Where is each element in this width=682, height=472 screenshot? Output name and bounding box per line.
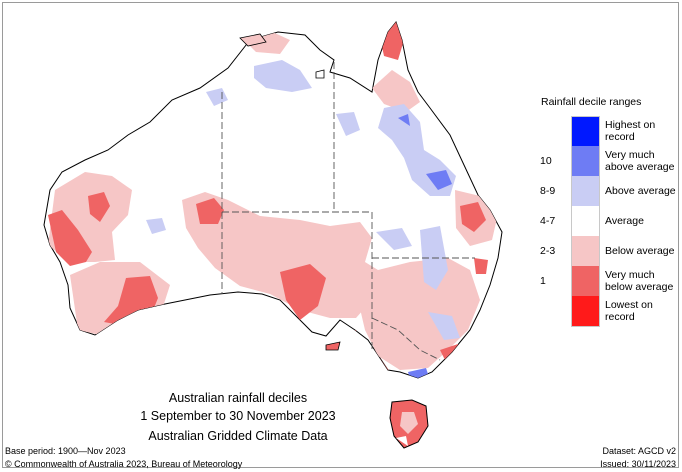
melville-island	[239, 33, 267, 47]
copyright: © Commonwealth of Australia 2023, Bureau…	[5, 459, 243, 469]
legend-title: Rainfall decile ranges	[541, 96, 642, 108]
legend-label: Average	[605, 215, 644, 227]
base-period: Base period: 1900—Nov 2023	[5, 446, 126, 456]
legend-label: Very much above average	[605, 149, 675, 173]
caption-line-2: 1 September to 30 November 2023	[140, 409, 336, 423]
legend-code: 8-9	[540, 185, 556, 197]
legend-swatch	[571, 236, 600, 267]
legend-swatch	[571, 296, 600, 327]
legend-swatch	[571, 146, 600, 177]
issued-date: Issued: 30/11/2023	[600, 459, 676, 469]
caption-line-1: Australian rainfall deciles	[168, 391, 308, 405]
legend-label: Highest on record	[605, 119, 656, 143]
legend-swatch	[571, 266, 600, 297]
legend-code: 1	[540, 275, 546, 287]
legend-label: Above average	[605, 185, 676, 197]
caption-line-3: Australian Gridded Climate Data	[148, 429, 328, 443]
dataset: Dataset: AGCD v2	[602, 446, 676, 456]
legend-label: Very much below average	[605, 269, 674, 293]
legend-swatch	[571, 206, 600, 237]
legend-code: 10	[540, 155, 552, 167]
legend-label: Below average	[605, 245, 675, 257]
state-borders	[221, 62, 475, 361]
groote-island	[315, 69, 325, 79]
kangaroo-island	[325, 341, 341, 351]
legend-code: 4-7	[540, 215, 556, 227]
legend-swatch	[571, 176, 600, 207]
legend-swatch	[571, 116, 600, 148]
legend-label: Lowest on record	[605, 299, 653, 323]
legend-code: 2-3	[540, 245, 556, 257]
